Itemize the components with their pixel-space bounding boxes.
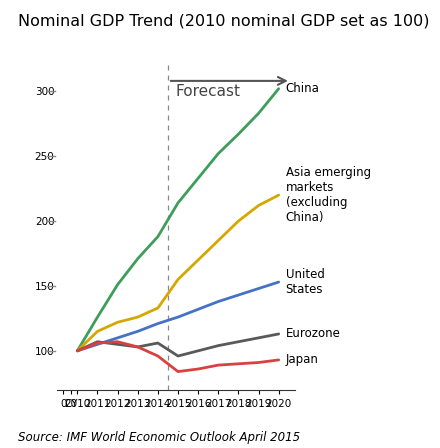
Text: Nominal GDP Trend (2010 nominal GDP set as 100): Nominal GDP Trend (2010 nominal GDP set … (18, 13, 429, 28)
Text: Japan: Japan (286, 353, 319, 366)
Text: United
States: United States (286, 268, 325, 296)
Text: Source: IMF World Economic Outlook April 2015: Source: IMF World Economic Outlook April… (18, 431, 300, 444)
Text: Eurozone: Eurozone (286, 327, 341, 340)
Text: China: China (286, 82, 319, 95)
Text: Forecast: Forecast (176, 84, 241, 99)
Text: Asia emerging
markets
(excluding
China): Asia emerging markets (excluding China) (286, 166, 371, 224)
